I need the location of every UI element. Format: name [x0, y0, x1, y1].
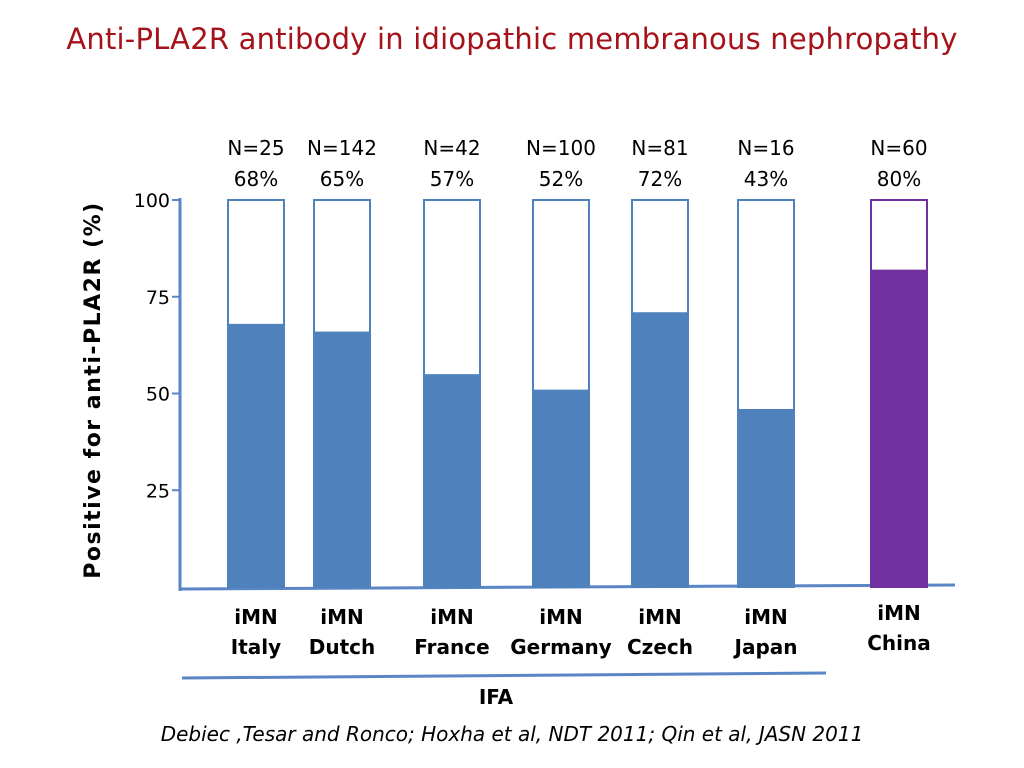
category-label-line2: Dutch — [309, 635, 376, 659]
y-tick-label: 50 — [146, 384, 170, 406]
bar-percent-label: 57% — [430, 167, 474, 191]
bar-n-label: N=25 — [227, 136, 284, 160]
chart-title: Anti-PLA2R antibody in idiopathic membra… — [66, 22, 958, 56]
bar-n-label: N=16 — [737, 136, 794, 160]
bar-percent-label: 72% — [638, 167, 682, 191]
bar — [228, 323, 284, 587]
bar-percent-label: 52% — [539, 167, 583, 191]
bar — [632, 312, 688, 587]
ifa-group-line — [181, 671, 827, 680]
y-tick-label: 75 — [146, 287, 170, 309]
y-axis-label: Positive for anti-PLA2R (%) — [81, 201, 106, 578]
ifa-group-label: IFA — [479, 685, 514, 709]
category-label-line1: iMN — [744, 605, 788, 629]
bar — [533, 389, 589, 587]
bar-percent-label: 43% — [744, 167, 788, 191]
bar-n-label: N=81 — [631, 136, 688, 160]
bar-n-label: N=142 — [307, 136, 377, 160]
category-label-line2: Italy — [231, 635, 281, 659]
category-label-line2: France — [414, 635, 489, 659]
bar-percent-label: 68% — [234, 167, 278, 191]
y-tick-label: 25 — [146, 480, 170, 502]
bar-percent-label: 80% — [877, 167, 921, 191]
category-label-line2: Japan — [733, 635, 798, 659]
bar — [424, 374, 480, 587]
category-label-line1: iMN — [430, 605, 474, 629]
y-tick-label: 100 — [134, 190, 170, 212]
citation: Debiec ,Tesar and Ronco; Hoxha et al, ND… — [160, 722, 864, 746]
category-label-line1: iMN — [539, 605, 583, 629]
bar-n-label: N=60 — [870, 136, 927, 160]
category-label-line1: iMN — [320, 605, 364, 629]
bar-percent-label: 65% — [320, 167, 364, 191]
bar-n-label: N=100 — [526, 136, 596, 160]
category-label-line1: iMN — [638, 605, 682, 629]
bar — [314, 331, 370, 587]
category-label-line2: Germany — [510, 635, 611, 659]
category-label-line1: iMN — [234, 605, 278, 629]
bar — [738, 408, 794, 587]
bar-n-label: N=42 — [423, 136, 480, 160]
category-label-line2: China — [867, 631, 931, 655]
category-label-line1: iMN — [877, 601, 921, 625]
bar — [871, 269, 927, 587]
category-label-line2: Czech — [627, 635, 693, 659]
